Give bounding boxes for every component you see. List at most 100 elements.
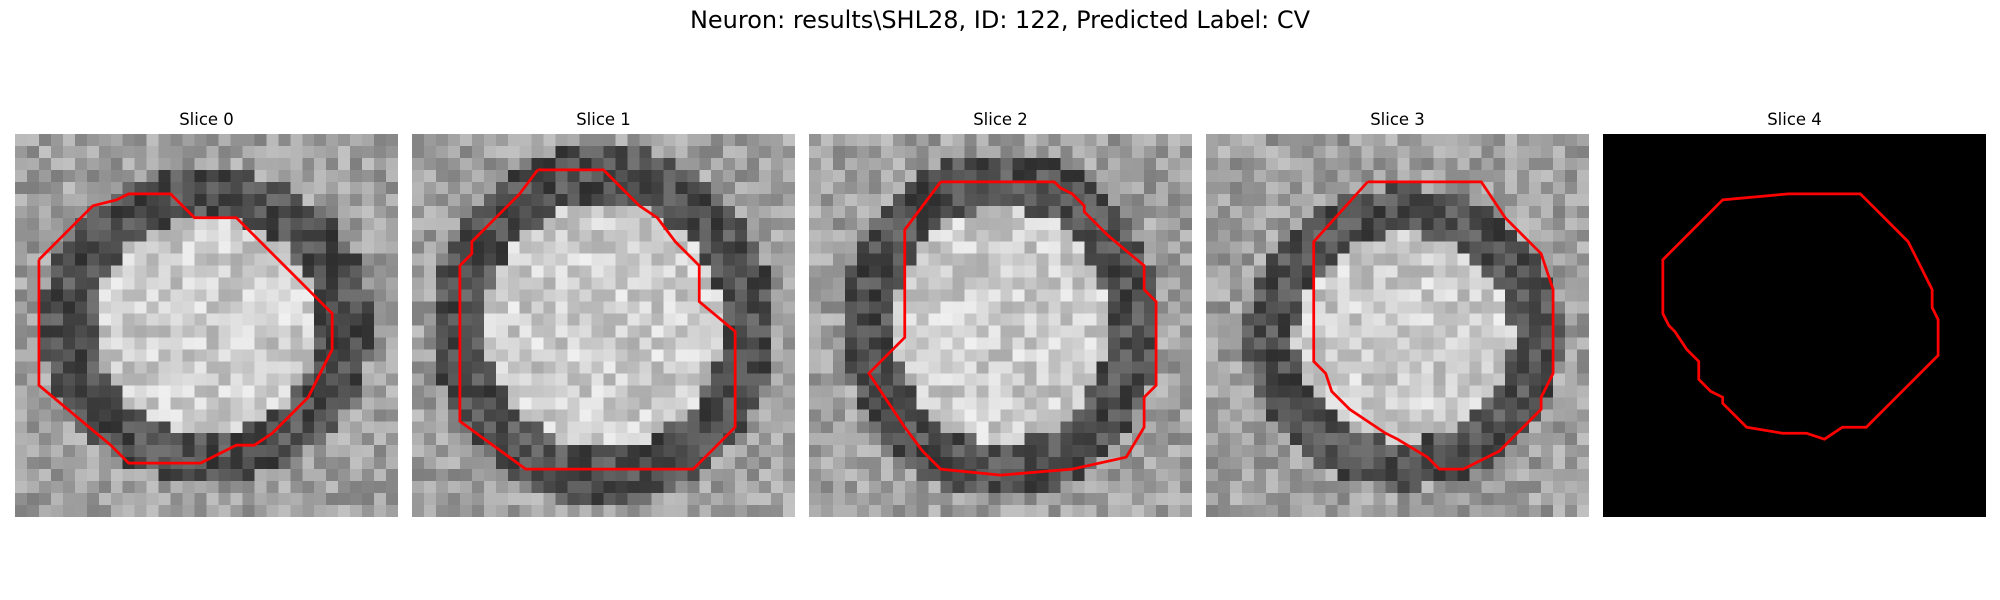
pixel <box>567 457 580 470</box>
pixel <box>423 193 437 207</box>
pixel <box>519 301 532 314</box>
pixel <box>1457 505 1470 517</box>
pixel <box>1168 325 1181 338</box>
pixel <box>1517 337 1530 350</box>
pixel <box>591 337 604 350</box>
pixel <box>314 134 327 147</box>
pixel <box>699 253 712 266</box>
pixel <box>1577 493 1589 506</box>
pixel <box>1265 409 1279 422</box>
pixel <box>952 349 965 362</box>
pixel <box>1445 469 1458 482</box>
pixel <box>627 505 640 517</box>
pixel <box>38 193 52 207</box>
pixel <box>759 433 772 446</box>
pixel <box>194 217 207 230</box>
pixel <box>1206 289 1219 302</box>
pixel <box>218 193 231 207</box>
pixel <box>423 277 437 290</box>
pixel <box>1060 205 1073 219</box>
pixel <box>471 181 485 195</box>
pixel <box>844 433 858 446</box>
pixel <box>1084 181 1097 195</box>
pixel <box>1469 301 1482 314</box>
pixel <box>543 409 556 422</box>
pixel <box>747 361 760 374</box>
pixel <box>1012 457 1025 470</box>
pixel <box>1541 313 1554 326</box>
pixel <box>1469 493 1482 506</box>
pixel <box>1373 385 1386 398</box>
pixel <box>98 505 111 517</box>
pixel <box>1505 313 1518 326</box>
pixel <box>976 301 989 314</box>
pixel <box>338 229 351 242</box>
pixel <box>302 349 315 362</box>
pixel <box>206 134 219 147</box>
pixel <box>567 145 580 159</box>
pixel <box>759 361 772 374</box>
pixel <box>603 445 616 458</box>
pixel <box>26 265 40 278</box>
pixel <box>266 385 279 398</box>
pixel <box>964 373 977 386</box>
pixel <box>254 265 267 278</box>
pixel <box>1313 265 1326 278</box>
pixel <box>940 217 953 230</box>
pixel <box>1421 301 1434 314</box>
pixel <box>1301 229 1314 242</box>
pixel <box>182 313 195 326</box>
pixel <box>158 241 171 254</box>
pixel <box>1445 397 1458 410</box>
pixel <box>447 181 461 195</box>
pixel <box>266 289 279 302</box>
pixel <box>1144 265 1157 278</box>
pixel <box>916 217 929 230</box>
pixel <box>495 481 508 494</box>
pixel <box>483 193 497 207</box>
pixel <box>723 409 736 422</box>
pixel <box>1206 433 1219 446</box>
pixel <box>146 361 159 374</box>
pixel <box>904 409 917 422</box>
pixel <box>507 433 520 446</box>
pixel <box>1012 145 1025 159</box>
pixel <box>639 313 652 326</box>
pixel <box>62 134 76 147</box>
pixel <box>1180 145 1192 159</box>
pixel <box>1144 361 1157 374</box>
pixel <box>1517 157 1530 171</box>
pixel <box>579 481 592 494</box>
pixel <box>1168 445 1181 458</box>
pixel <box>1060 145 1073 159</box>
pixel <box>1493 277 1506 290</box>
pixel <box>447 145 461 159</box>
pixel <box>1012 289 1025 302</box>
pixel <box>1565 337 1578 350</box>
pixel <box>86 181 100 195</box>
pixel <box>1036 457 1049 470</box>
pixel <box>603 325 616 338</box>
pixel <box>146 205 159 219</box>
pixel <box>459 134 473 147</box>
pixel <box>194 181 207 195</box>
pixel <box>1517 373 1530 386</box>
pixel <box>50 169 64 183</box>
pixel <box>423 469 437 482</box>
pixel <box>1421 493 1434 506</box>
pixel <box>663 193 676 207</box>
pixel <box>1024 145 1037 159</box>
pixel <box>892 493 905 506</box>
pixel <box>326 457 339 470</box>
pixel <box>844 265 858 278</box>
pixel <box>1156 349 1169 362</box>
pixel <box>639 181 652 195</box>
pixel <box>1277 169 1291 183</box>
pixel <box>1301 505 1314 517</box>
pixel <box>495 145 508 159</box>
pixel <box>735 409 748 422</box>
pixel <box>1301 481 1314 494</box>
pixel <box>964 493 977 506</box>
pixel <box>1217 217 1231 230</box>
pixel <box>1072 313 1085 326</box>
